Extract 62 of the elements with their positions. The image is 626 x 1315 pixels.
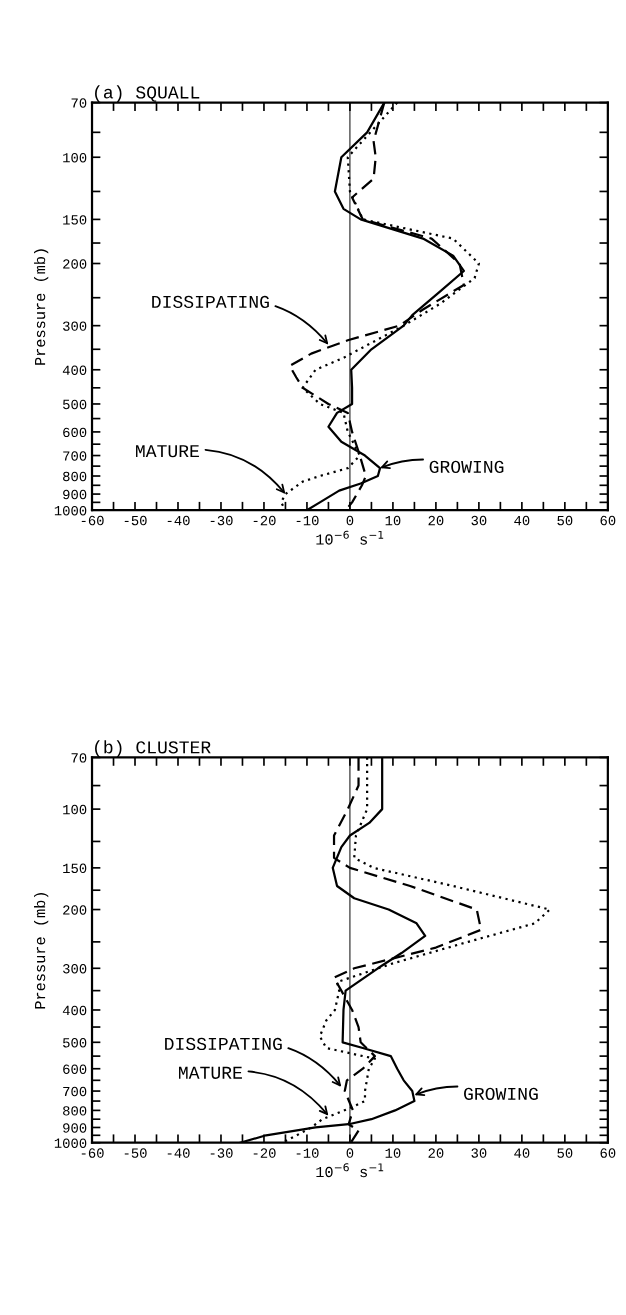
y-tick-label: 300 [63,964,87,974]
x-tick-label: -50 [124,515,147,526]
x-tick-label: 60 [600,515,616,526]
x-axis-title: 10$^{−6}$ s$^{−1}$ [316,530,384,545]
annotation: MATURE [179,1066,242,1079]
annotation: GROWING [429,460,504,473]
x-tick-label: -60 [81,515,104,526]
annotation: DISSIPATING [165,1037,282,1051]
x-tick-label: -30 [210,1148,233,1158]
x-tick-label: -10 [296,515,319,526]
y-tick-label: 900 [63,1123,87,1133]
x-tick-label: 30 [471,1148,487,1158]
y-tick-label: 500 [63,399,87,410]
y-tick-label: 200 [63,905,87,915]
x-tick-label: -40 [167,515,190,526]
y-tick-label: 600 [63,1064,87,1074]
x-tick-label: 50 [557,515,573,526]
y-tick-label: 900 [63,489,87,500]
y-tick-label: 70 [71,98,87,108]
x-tick-label: -30 [210,515,233,526]
annotation: GROWING [464,1087,538,1100]
y-tick-label: 800 [63,1106,87,1116]
x-tick-label: 40 [514,1148,530,1158]
x-tick-label: 0 [346,515,354,526]
y-tick-label: 700 [63,1086,87,1097]
y-tick-label: 100 [63,804,87,815]
x-tick-label: -20 [253,515,276,526]
x-tick-label: 0 [346,1148,354,1158]
y-tick-label: 400 [62,1005,87,1016]
x-tick-label: 30 [471,515,487,526]
x-tick-label: 20 [428,515,444,526]
x-tick-label: -60 [81,1148,104,1158]
x-tick-label: -50 [124,1148,147,1158]
annotation: MATURE [136,445,199,458]
y-tick-label: 1000 [54,1138,87,1148]
y-tick-label: 800 [63,471,87,482]
x-tick-label: 40 [514,515,530,526]
y-tick-label: 1000 [54,505,87,516]
annotation: DISSIPATING [152,295,269,309]
y-axis-title: Pressure (mb) [34,893,49,1009]
x-axis-title: 10$^{−6}$ s$^{−1}$ [316,1163,384,1178]
y-axis-title: Pressure (mb) [34,249,49,365]
x-tick-label: 10 [385,1148,401,1158]
y-tick-label: 200 [63,259,87,269]
y-tick-label: 400 [62,365,87,375]
x-tick-label: -40 [167,1148,190,1158]
x-tick-label: -10 [296,1148,319,1158]
y-tick-label: 150 [63,863,87,874]
y-tick-label: 100 [63,152,87,163]
x-tick-label: 10 [385,515,401,526]
y-tick-label: 500 [63,1038,87,1048]
x-tick-label: 50 [557,1148,573,1158]
y-tick-label: 70 [71,753,87,763]
y-tick-label: 300 [63,321,87,331]
x-tick-label: -20 [253,1148,276,1158]
x-tick-label: 20 [428,1148,444,1158]
y-tick-label: 700 [63,451,87,461]
y-tick-label: 150 [63,215,87,225]
chart-title: (a) SQUALL [95,85,200,103]
x-tick-label: 60 [600,1148,616,1158]
y-tick-label: 600 [63,427,87,438]
chart-title: (b) CLUSTER [95,740,211,758]
